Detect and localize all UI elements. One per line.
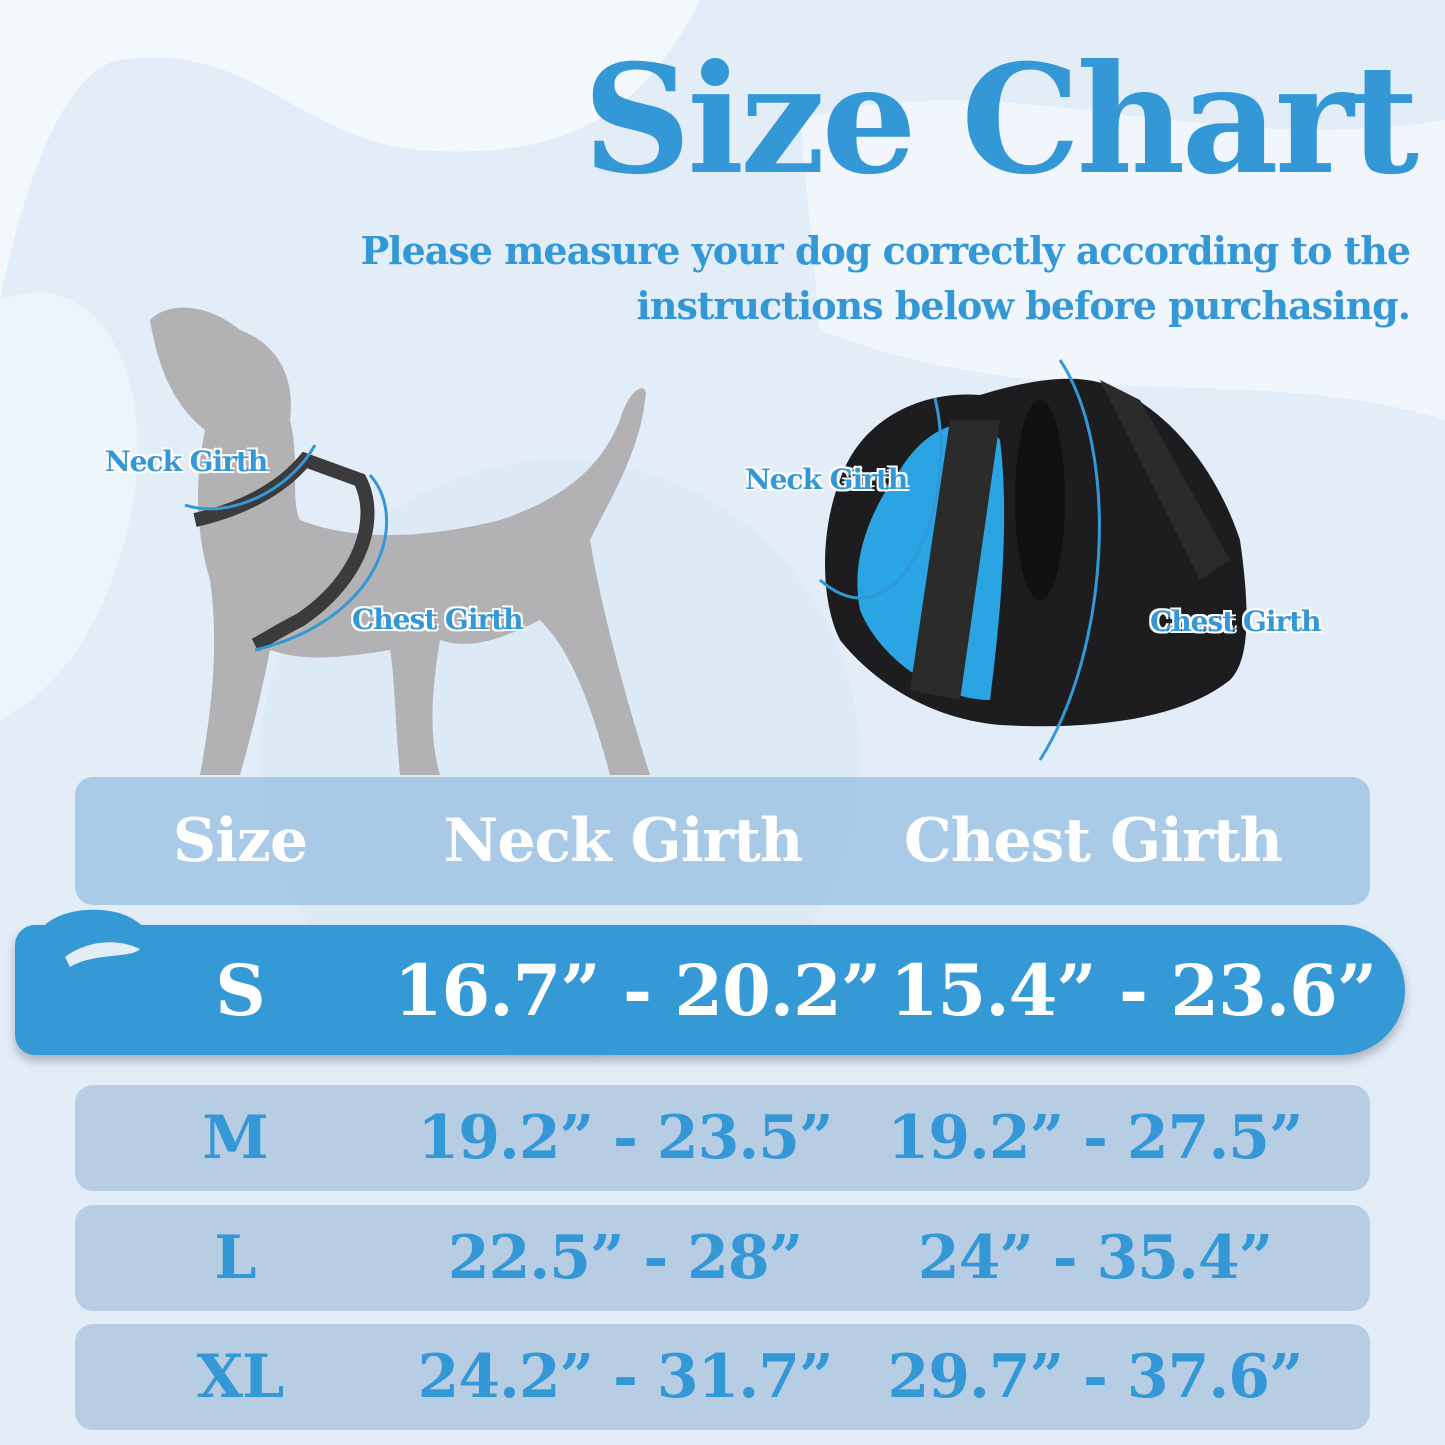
page-title: Size Chart bbox=[582, 32, 1419, 208]
subtitle-line-1: Please measure your dog correctly accord… bbox=[360, 228, 1411, 273]
size-cell: M bbox=[202, 1103, 268, 1173]
subtitle-line-2: instructions below before purchasing. bbox=[636, 283, 1411, 328]
harness-chest-girth-label: Chest Girth bbox=[1150, 605, 1321, 638]
header-neck-girth: Neck Girth bbox=[443, 806, 804, 876]
header-size: Size bbox=[172, 806, 308, 876]
chest-cell: 15.4” - 23.6” bbox=[889, 948, 1377, 1032]
chest-cell: 29.7” - 37.6” bbox=[887, 1342, 1304, 1412]
neck-cell: 16.7” - 20.2” bbox=[393, 948, 881, 1032]
dog-neck-girth-label: Neck Girth bbox=[105, 445, 268, 478]
table-header: Size Neck Girth Chest Girth bbox=[75, 777, 1370, 905]
size-cell: XL bbox=[196, 1342, 285, 1412]
neck-cell: 22.5” - 28” bbox=[447, 1223, 803, 1293]
dog-head-icon bbox=[33, 909, 151, 967]
size-cell: S bbox=[215, 948, 266, 1032]
table-row: M 19.2” - 23.5” 19.2” - 27.5” bbox=[75, 1085, 1370, 1191]
chest-cell: 24” - 35.4” bbox=[917, 1223, 1273, 1293]
chest-cell: 19.2” - 27.5” bbox=[887, 1103, 1304, 1173]
table-row-s-highlighted: S 16.7” - 20.2” 15.4” - 23.6” bbox=[15, 909, 1405, 1055]
harness-neck-girth-label: Neck Girth bbox=[745, 463, 908, 496]
size-cell: L bbox=[214, 1223, 256, 1293]
table-row: XL 24.2” - 31.7” 29.7” - 37.6” bbox=[75, 1324, 1370, 1430]
dog-chest-girth-label: Chest Girth bbox=[352, 603, 523, 636]
neck-cell: 19.2” - 23.5” bbox=[417, 1103, 834, 1173]
neck-cell: 24.2” - 31.7” bbox=[417, 1342, 834, 1412]
header-chest-girth: Chest Girth bbox=[904, 806, 1283, 876]
table-row: L 22.5” - 28” 24” - 35.4” bbox=[75, 1205, 1370, 1311]
